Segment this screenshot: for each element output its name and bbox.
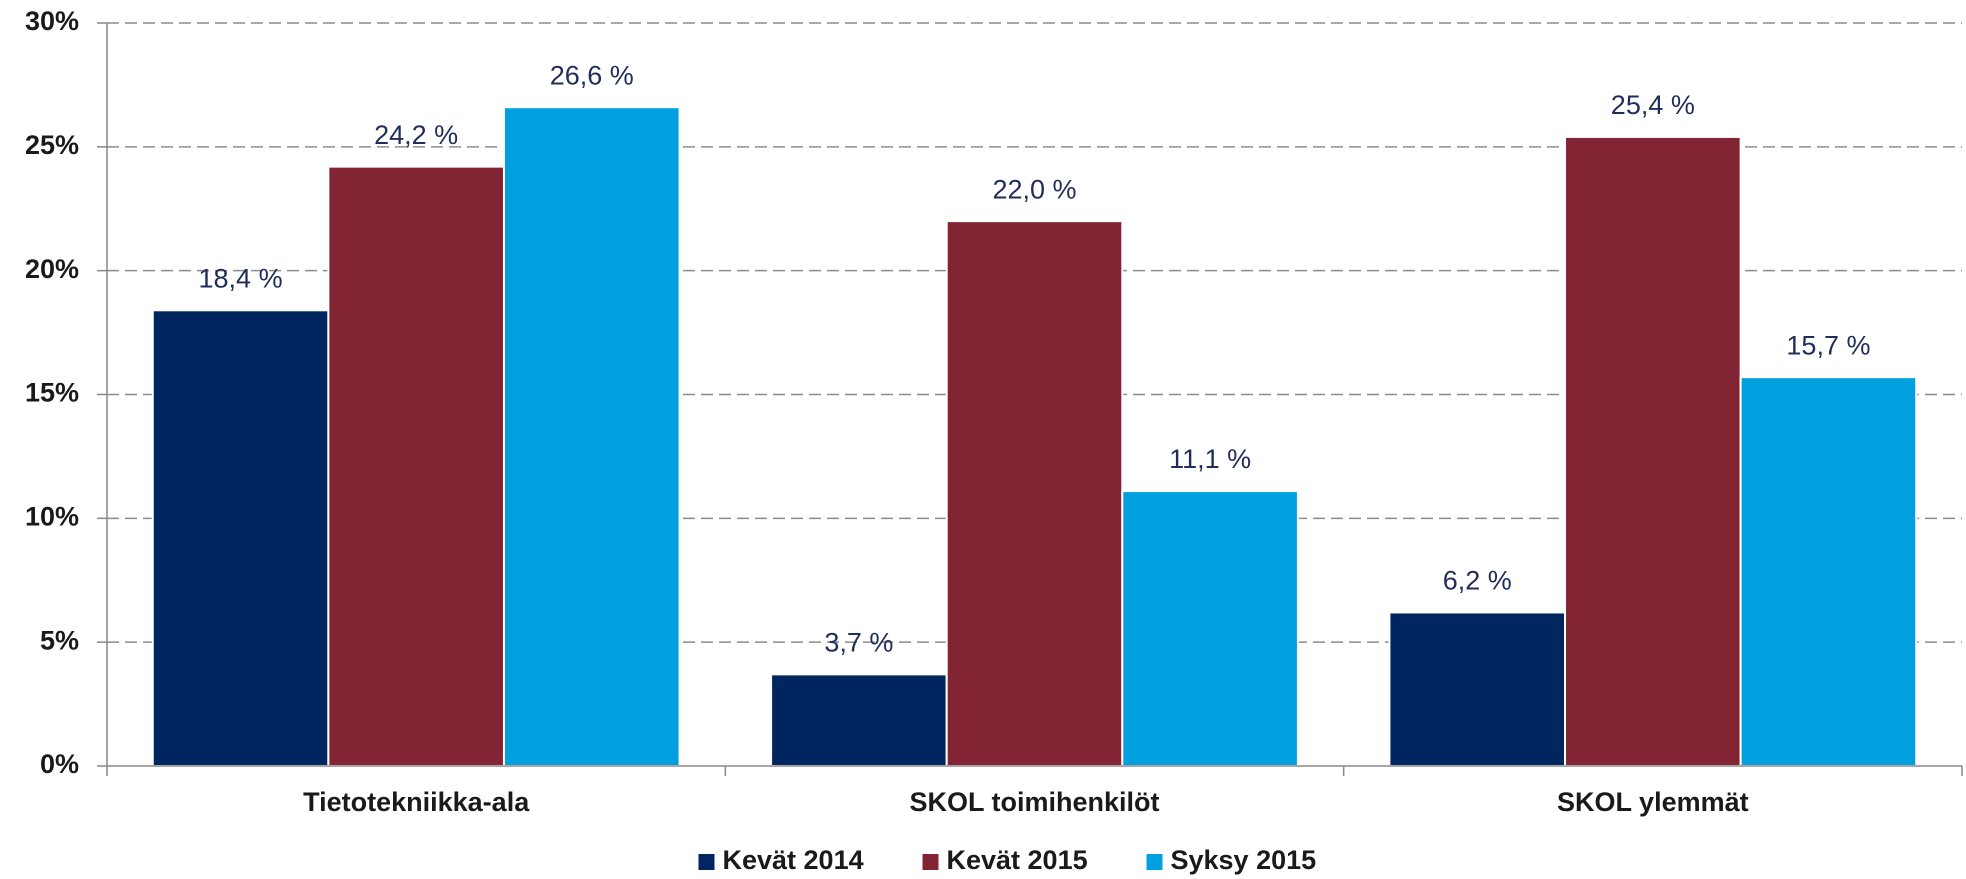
legend-swatch — [922, 854, 939, 870]
bar — [1121, 490, 1299, 767]
y-tick-label: 30% — [25, 6, 79, 36]
bar — [1739, 376, 1918, 767]
x-tick-label: SKOL toimihenkilöt — [909, 787, 1159, 817]
bar — [502, 106, 681, 767]
bar — [1388, 611, 1567, 767]
data-label: 18,4 % — [199, 263, 283, 293]
legend-swatch — [1146, 854, 1163, 870]
data-label: 11,1 % — [1169, 444, 1251, 474]
data-label: 6,2 % — [1443, 566, 1512, 596]
data-label: 24,2 % — [374, 120, 458, 150]
legend-label: Kevät 2014 — [723, 845, 864, 875]
data-label: 3,7 % — [824, 627, 893, 657]
bar — [1564, 135, 1742, 767]
data-label: 15,7 % — [1786, 330, 1870, 360]
y-tick-label: 0% — [40, 749, 79, 779]
y-tick-label: 25% — [25, 130, 79, 160]
data-label: 25,4 % — [1611, 90, 1695, 120]
y-tick-label: 5% — [40, 625, 79, 655]
y-tick-label: 15% — [25, 378, 79, 408]
bar — [327, 165, 505, 767]
bar — [945, 220, 1124, 767]
data-label: 26,6 % — [550, 60, 634, 90]
legend-swatch — [698, 854, 715, 870]
bar — [151, 309, 330, 767]
bar — [770, 673, 948, 768]
x-tick-label: SKOL ylemmät — [1557, 787, 1749, 817]
x-tick-label: Tietotekniikka-ala — [303, 787, 530, 817]
y-tick-label: 20% — [25, 254, 79, 284]
data-label: 22,0 % — [992, 174, 1076, 204]
y-tick-label: 10% — [25, 501, 79, 531]
legend-label: Syksy 2015 — [1171, 845, 1317, 875]
legend-label: Kevät 2015 — [947, 845, 1088, 875]
